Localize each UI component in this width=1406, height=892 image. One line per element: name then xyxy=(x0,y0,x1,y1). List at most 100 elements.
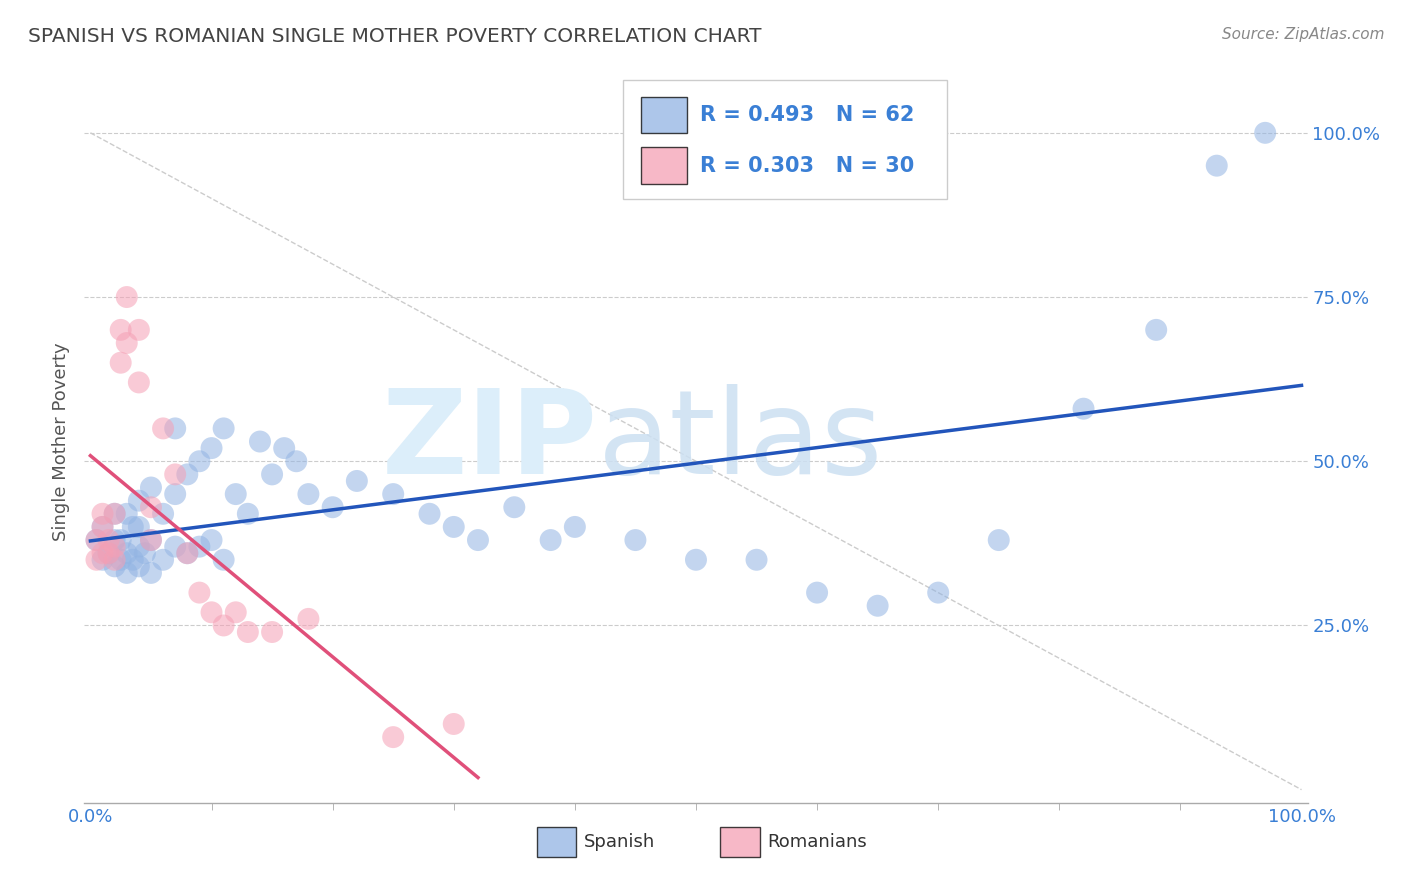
Point xyxy=(104,507,127,521)
Point xyxy=(97,533,120,547)
Point xyxy=(564,520,586,534)
Point xyxy=(165,487,187,501)
Text: Romanians: Romanians xyxy=(766,833,866,851)
Point xyxy=(165,421,187,435)
Point xyxy=(91,553,114,567)
Point xyxy=(165,540,187,554)
Text: R = 0.303   N = 30: R = 0.303 N = 30 xyxy=(700,155,914,176)
Point xyxy=(139,500,162,515)
Point xyxy=(86,533,108,547)
Point xyxy=(128,559,150,574)
Point xyxy=(1205,159,1227,173)
Point xyxy=(262,625,284,640)
Point xyxy=(273,441,295,455)
Point xyxy=(188,454,211,468)
Point xyxy=(115,336,138,351)
Point xyxy=(176,546,198,560)
Point xyxy=(134,546,156,560)
Point xyxy=(443,520,465,534)
Point xyxy=(200,533,222,547)
Point xyxy=(285,454,308,468)
Point xyxy=(110,533,132,547)
Point xyxy=(86,533,108,547)
Text: SPANISH VS ROMANIAN SINGLE MOTHER POVERTY CORRELATION CHART: SPANISH VS ROMANIAN SINGLE MOTHER POVERT… xyxy=(28,27,762,45)
Point xyxy=(1254,126,1277,140)
Text: Source: ZipAtlas.com: Source: ZipAtlas.com xyxy=(1222,27,1385,42)
Point xyxy=(806,585,828,599)
Point xyxy=(128,520,150,534)
Point xyxy=(152,421,174,435)
Point xyxy=(104,559,127,574)
Y-axis label: Single Mother Poverty: Single Mother Poverty xyxy=(52,343,70,541)
Point xyxy=(927,585,949,599)
Text: atlas: atlas xyxy=(598,384,883,499)
Text: R = 0.493   N = 62: R = 0.493 N = 62 xyxy=(700,105,914,125)
FancyBboxPatch shape xyxy=(720,827,759,857)
Point xyxy=(200,441,222,455)
Point xyxy=(121,553,143,567)
Point xyxy=(503,500,526,515)
Point xyxy=(418,507,440,521)
Point xyxy=(188,540,211,554)
Point xyxy=(212,618,235,632)
Point xyxy=(115,507,138,521)
Point xyxy=(540,533,562,547)
FancyBboxPatch shape xyxy=(641,147,688,184)
Point xyxy=(104,540,127,554)
Point xyxy=(139,481,162,495)
Point xyxy=(987,533,1010,547)
Point xyxy=(176,467,198,482)
FancyBboxPatch shape xyxy=(537,827,576,857)
Point xyxy=(236,507,259,521)
Point xyxy=(139,533,162,547)
Point xyxy=(104,553,127,567)
Point xyxy=(225,487,247,501)
Point xyxy=(115,566,138,580)
Point xyxy=(128,376,150,390)
Point xyxy=(188,585,211,599)
Point xyxy=(139,533,162,547)
Point xyxy=(212,421,235,435)
Point xyxy=(297,612,319,626)
FancyBboxPatch shape xyxy=(623,80,946,200)
Point xyxy=(382,487,405,501)
Point xyxy=(176,546,198,560)
Point xyxy=(297,487,319,501)
Point xyxy=(104,507,127,521)
Point xyxy=(225,605,247,619)
Point xyxy=(685,553,707,567)
Point xyxy=(110,323,132,337)
Point xyxy=(467,533,489,547)
Point xyxy=(200,605,222,619)
Point xyxy=(624,533,647,547)
Point xyxy=(1073,401,1095,416)
Point xyxy=(249,434,271,449)
Point xyxy=(139,566,162,580)
Point xyxy=(346,474,368,488)
Point xyxy=(115,290,138,304)
Point xyxy=(110,553,132,567)
Point xyxy=(128,323,150,337)
Point xyxy=(91,520,114,534)
Point xyxy=(866,599,889,613)
Point xyxy=(745,553,768,567)
Point xyxy=(165,467,187,482)
Point xyxy=(152,553,174,567)
Point xyxy=(121,520,143,534)
Point xyxy=(86,553,108,567)
Point xyxy=(262,467,284,482)
Text: ZIP: ZIP xyxy=(382,384,598,499)
Point xyxy=(97,546,120,560)
Point xyxy=(443,717,465,731)
Point xyxy=(152,507,174,521)
Point xyxy=(128,493,150,508)
Text: Spanish: Spanish xyxy=(583,833,655,851)
Point xyxy=(128,540,150,554)
Point xyxy=(212,553,235,567)
Point xyxy=(91,520,114,534)
FancyBboxPatch shape xyxy=(641,97,688,133)
Point xyxy=(322,500,344,515)
Point xyxy=(236,625,259,640)
Point xyxy=(97,546,120,560)
Point xyxy=(110,356,132,370)
